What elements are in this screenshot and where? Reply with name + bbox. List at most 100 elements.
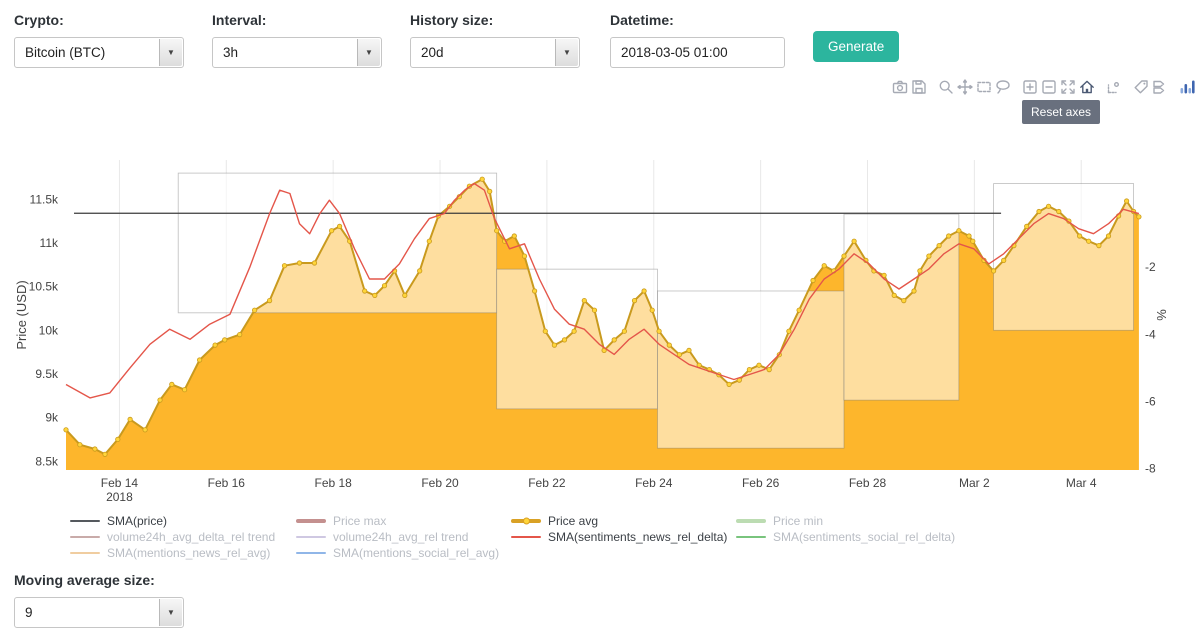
legend-item-price-min[interactable]: Price min bbox=[736, 514, 955, 528]
hover-compare-icon[interactable] bbox=[1150, 78, 1169, 96]
chart-modebar bbox=[882, 78, 1196, 96]
price-avg-marker bbox=[901, 298, 907, 304]
legend-label: Price max bbox=[333, 514, 387, 528]
legend-item-volume24h-avg-delta-rel-trend[interactable]: volume24h_avg_delta_rel trend bbox=[70, 530, 296, 544]
legend-item-price-max[interactable]: Price max bbox=[296, 514, 511, 528]
price-chart[interactable]: 8.5k 9k 9.5k 10k 10.5k 11k 11.5k -2 -4 -6 -8 Feb 14… bbox=[0, 140, 1200, 512]
legend-item-sma-price[interactable]: SMA(price) bbox=[70, 514, 296, 528]
price-avg-marker bbox=[479, 176, 485, 182]
price-avg-marker bbox=[197, 357, 203, 363]
price-avg-marker bbox=[591, 307, 598, 313]
price-avg-marker bbox=[810, 277, 816, 284]
price-avg-marker bbox=[926, 253, 932, 259]
history-size-field: History size: 20d ▼ bbox=[410, 12, 580, 68]
price-avg-marker bbox=[372, 292, 378, 298]
interval-select[interactable]: 3h ▼ bbox=[212, 37, 382, 68]
legend-label: volume24h_avg_rel trend bbox=[333, 530, 469, 544]
x-axis-tick-label: Feb 14 bbox=[101, 476, 139, 490]
zoom-in-icon[interactable] bbox=[1020, 78, 1039, 96]
pan-icon[interactable] bbox=[955, 78, 974, 96]
price-avg-marker bbox=[611, 337, 617, 343]
price-range-band bbox=[496, 268, 658, 410]
price-avg-marker bbox=[222, 337, 228, 343]
reset-axes-icon[interactable] bbox=[1077, 78, 1096, 96]
price-avg-marker bbox=[641, 288, 647, 294]
price-avg-marker bbox=[127, 416, 133, 422]
price-avg-marker bbox=[1124, 198, 1130, 204]
price-avg-marker bbox=[1001, 257, 1007, 264]
price-avg-marker bbox=[381, 283, 388, 289]
legend-item-sma-sentiments-social-rel-delta[interactable]: SMA(sentiments_social_rel_delta) bbox=[736, 530, 955, 544]
legend-swatch bbox=[70, 536, 100, 538]
sentiment-news-line bbox=[65, 182, 1140, 399]
legend-item-volume24h-avg-rel-trend[interactable]: volume24h_avg_rel trend bbox=[296, 530, 511, 544]
plotly-logo-icon[interactable] bbox=[1177, 78, 1196, 96]
moving-average-select[interactable]: 9 ▼ bbox=[14, 597, 184, 628]
price-avg-marker bbox=[212, 342, 218, 348]
y-axis-tick-label: 11k bbox=[40, 236, 59, 250]
price-avg-marker bbox=[102, 451, 108, 457]
hover-closest-icon[interactable] bbox=[1131, 78, 1150, 96]
price-avg-marker bbox=[328, 228, 335, 234]
legend-label: Price min bbox=[773, 514, 824, 528]
price-avg-marker bbox=[1046, 203, 1052, 209]
y-axis-tick-label: 11.5k bbox=[30, 192, 59, 206]
spikelines-icon[interactable] bbox=[1104, 78, 1123, 96]
price-avg-marker bbox=[851, 238, 857, 244]
y-axis-tick-label: 8.5k bbox=[35, 454, 59, 468]
legend-label: SMA(sentiments_news_rel_delta) bbox=[548, 530, 728, 544]
price-avg-marker bbox=[521, 253, 528, 259]
chevron-down-icon: ▼ bbox=[357, 39, 380, 66]
price-avg-marker bbox=[946, 233, 952, 239]
lasso-select-icon[interactable] bbox=[993, 78, 1012, 96]
legend-item-sma-sentiments-news-rel-delta[interactable]: SMA(sentiments_news_rel_delta) bbox=[511, 530, 736, 544]
box-select-icon[interactable] bbox=[974, 78, 993, 96]
save-icon[interactable] bbox=[909, 78, 928, 96]
price-avg-marker bbox=[956, 228, 962, 234]
price-avg-marker bbox=[169, 381, 175, 387]
price-avg-marker bbox=[1024, 223, 1030, 230]
y2-axis-tick-label: -2 bbox=[1145, 260, 1156, 274]
price-avg-marker bbox=[581, 298, 587, 304]
modebar-group bbox=[1131, 78, 1169, 96]
price-avg-marker bbox=[296, 260, 303, 266]
modebar-group bbox=[1177, 78, 1196, 96]
zoom-icon[interactable] bbox=[936, 78, 955, 96]
modebar-group bbox=[1020, 78, 1096, 96]
price-avg-marker bbox=[237, 332, 243, 338]
history-size-select-value: 20d bbox=[421, 45, 444, 60]
generate-button[interactable]: Generate bbox=[813, 31, 900, 62]
x-axis-tick-label: Feb 28 bbox=[849, 476, 887, 490]
price-avg-marker bbox=[936, 243, 942, 249]
camera-icon[interactable] bbox=[890, 78, 909, 96]
legend-swatch bbox=[70, 552, 100, 554]
chevron-down-icon: ▼ bbox=[159, 39, 182, 66]
x-axis-tick-label: Feb 26 bbox=[742, 476, 780, 490]
price-avg-marker bbox=[1056, 208, 1062, 215]
legend-swatch bbox=[296, 552, 326, 554]
y-axis-tick-label: 9k bbox=[45, 411, 59, 425]
price-avg-marker bbox=[417, 268, 423, 274]
moving-average-label: Moving average size: bbox=[14, 572, 155, 588]
autoscale-icon[interactable] bbox=[1058, 78, 1077, 96]
crypto-select[interactable]: Bitcoin (BTC) ▼ bbox=[14, 37, 184, 68]
price-avg-marker bbox=[1036, 208, 1042, 215]
chevron-down-icon: ▼ bbox=[159, 599, 182, 626]
price-avg-marker bbox=[726, 381, 732, 387]
y-axis-title: Price (USD) bbox=[14, 280, 29, 349]
price-avg-marker bbox=[362, 288, 368, 294]
x-axis-tick-sublabel: 2018 bbox=[106, 490, 133, 504]
interval-field: Interval: 3h ▼ bbox=[212, 12, 382, 68]
zoom-out-icon[interactable] bbox=[1039, 78, 1058, 96]
interval-select-value: 3h bbox=[223, 45, 239, 60]
price-avg-marker bbox=[182, 387, 188, 393]
legend-item-sma-mentions-news-rel-avg[interactable]: SMA(mentions_news_rel_avg) bbox=[70, 546, 296, 560]
legend-label: SMA(mentions_news_rel_avg) bbox=[107, 546, 271, 560]
datetime-input[interactable] bbox=[610, 37, 785, 68]
datetime-label: Datetime: bbox=[610, 12, 674, 28]
legend-item-price-avg[interactable]: Price avg bbox=[511, 514, 736, 528]
price-avg-marker bbox=[970, 238, 976, 244]
legend-item-sma-mentions-social-rel-avg[interactable]: SMA(mentions_social_rel_avg) bbox=[296, 546, 511, 560]
history-size-select[interactable]: 20d ▼ bbox=[410, 37, 580, 68]
price-avg-marker bbox=[656, 328, 662, 334]
